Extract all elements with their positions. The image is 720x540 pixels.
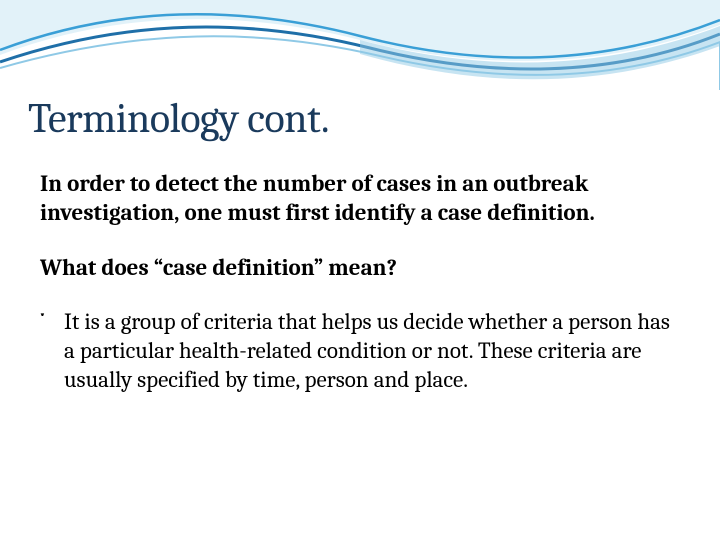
wave-decoration: [0, 0, 720, 90]
bullet-icon: ་: [40, 308, 45, 337]
paragraph-answer-text: It is a group of criteria that helps us …: [64, 308, 670, 393]
slide-body: In order to detect the number of cases i…: [40, 170, 680, 395]
paragraph-intro: In order to detect the number of cases i…: [40, 170, 680, 228]
page-title: Terminology cont.: [28, 94, 329, 143]
paragraph-question: What does “case definition” mean?: [40, 254, 680, 283]
slide: Terminology cont. In order to detect the…: [0, 0, 720, 540]
paragraph-answer: ་ It is a group of criteria that helps u…: [40, 308, 680, 394]
